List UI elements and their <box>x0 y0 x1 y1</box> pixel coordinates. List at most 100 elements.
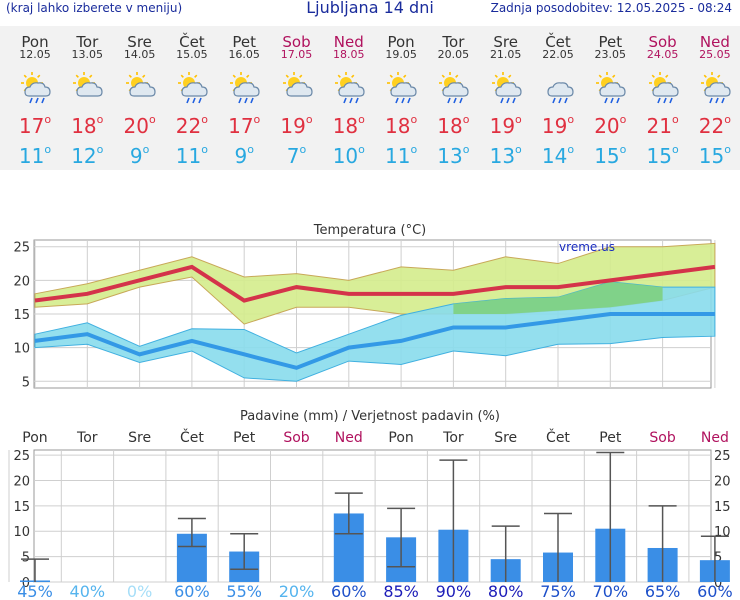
day-name: Pet <box>232 33 256 51</box>
weather-sun-cloud-rain-icon <box>594 72 628 104</box>
temp-min: 11o <box>175 143 208 168</box>
temp-min: 9o <box>234 143 254 168</box>
temp-max: 20o <box>594 113 627 138</box>
day-date: 15.05 <box>176 48 208 61</box>
temp-min: 15o <box>594 143 627 168</box>
precip-y-tick-left: 15 <box>13 500 30 515</box>
precip-day-label: Čet <box>180 428 204 446</box>
precip-probability: 70% <box>593 582 629 600</box>
precip-y-tick-right: 5 <box>714 551 722 566</box>
weather-sun-cloud-icon <box>124 72 158 104</box>
daily-forecast-strip: Pon 12.05 17o 11o Tor 13.05 18o 12o Sre 14.05 20o 9… <box>0 26 740 170</box>
precip-probability: 55% <box>226 582 262 600</box>
day-name: Čet <box>545 33 571 51</box>
precip-probability: 75% <box>540 582 576 600</box>
temp-max: 22o <box>175 113 208 138</box>
precip-day-label: Sre <box>128 430 151 446</box>
day-name: Sob <box>282 33 311 51</box>
temp-min: 11o <box>18 143 52 168</box>
precip-y-tick-right: 10 <box>714 525 731 540</box>
last-update: Zadnja posodobitev: 12.05.2025 - 08:24 <box>490 1 732 15</box>
tmax-line <box>34 264 716 303</box>
day-date: 13.05 <box>71 48 104 61</box>
weather-sun-cloud-icon <box>71 72 105 104</box>
day-name: Sre <box>493 33 518 51</box>
temp-max: 17o <box>18 113 52 138</box>
temp-min: 11o <box>385 143 418 168</box>
temp-max: 19o <box>280 113 313 138</box>
precip-probability: 60% <box>174 582 210 600</box>
day-name: Tor <box>76 33 99 51</box>
precip-chart-title: Padavine (mm) / Verjetnost padavin (%) <box>240 409 500 424</box>
precip-probability: 45% <box>17 582 53 600</box>
precip-probability: 60% <box>697 582 733 600</box>
temp-y-tick: 5 <box>22 375 30 390</box>
temp-max: 18o <box>71 113 104 138</box>
day-name: Ned <box>333 33 364 51</box>
day-date: 17.05 <box>280 48 313 61</box>
weather-sun-cloud-rain-icon <box>385 72 419 104</box>
precip-probability: 65% <box>645 582 681 600</box>
weather-cloud-rain-icon <box>542 72 576 104</box>
precip-probability: 40% <box>70 582 106 600</box>
precip-y-tick-left: 20 <box>13 474 30 489</box>
day-date: 22.05 <box>542 48 574 61</box>
day-name: Pet <box>598 33 623 51</box>
precip-y-tick-right: 15 <box>714 500 731 515</box>
precip-y-tick-left: 10 <box>13 525 30 540</box>
precip-y-tick-left: 25 <box>13 449 30 464</box>
precip-probability: 0% <box>127 582 152 600</box>
day-date: 24.05 <box>646 48 679 61</box>
temp-min: 13o <box>489 143 522 168</box>
temp-min: 7o <box>286 143 307 168</box>
day-date: 12.05 <box>19 48 51 61</box>
temp-max: 19o <box>489 113 522 138</box>
precip-day-label: Pet <box>233 430 256 446</box>
precip-y-tick-right: 20 <box>714 474 731 489</box>
weather-sun-cloud-rain-icon <box>699 72 733 104</box>
weather-sun-cloud-icon <box>281 72 315 104</box>
precip-probability: 20% <box>279 582 315 600</box>
day-date: 23.05 <box>594 48 627 61</box>
precip-day-label: Pet <box>599 430 622 446</box>
temp-y-tick: 25 <box>13 241 30 256</box>
precip-y-tick-right: 0 <box>714 576 722 591</box>
day-name: Sre <box>127 33 152 51</box>
weather-sun-cloud-rain-icon <box>490 72 524 104</box>
temp-max: 21o <box>646 113 679 138</box>
temp-y-tick: 15 <box>13 308 30 323</box>
tmin-line <box>34 312 715 370</box>
watermark: vreme.us <box>559 240 615 254</box>
day-name: Sob <box>648 33 677 51</box>
day-date: 16.05 <box>228 48 260 61</box>
precip-day-label: Pon <box>388 430 413 446</box>
temp-max: 20o <box>123 113 156 138</box>
region-hint[interactable]: (kraj lahko izberete v meniju) <box>6 1 183 15</box>
weather-sun-cloud-rain-icon <box>437 72 471 104</box>
precip-y-tick-left: 5 <box>22 551 30 566</box>
day-date: 20.05 <box>437 48 470 61</box>
temp-max: 18o <box>385 113 418 138</box>
temp-max: 22o <box>698 113 731 138</box>
day-date: 21.05 <box>489 48 522 61</box>
weather-sun-cloud-rain-icon <box>647 72 681 104</box>
temp-min: 15o <box>698 143 731 168</box>
page-title: Ljubljana 14 dni <box>306 0 434 17</box>
temp-min: 9o <box>129 143 150 168</box>
precip-day-label: Tor <box>76 430 98 446</box>
day-name: Pon <box>387 33 415 51</box>
temp-min: 15o <box>646 143 679 168</box>
temp-y-tick: 10 <box>13 342 30 357</box>
day-name: Čet <box>179 33 205 51</box>
weather-sun-cloud-rain-icon <box>333 72 367 104</box>
precip-probability: 90% <box>436 582 472 600</box>
temp-y-tick: 20 <box>13 274 30 289</box>
range-overlap-band <box>453 281 663 314</box>
day-date: 18.05 <box>333 48 365 61</box>
precip-y-tick-right: 25 <box>714 449 731 464</box>
precip-day-label: Sob <box>283 430 309 446</box>
precip-day-label: Ned <box>335 430 363 446</box>
temp-min: 14o <box>541 143 575 168</box>
day-name: Ned <box>699 33 730 51</box>
